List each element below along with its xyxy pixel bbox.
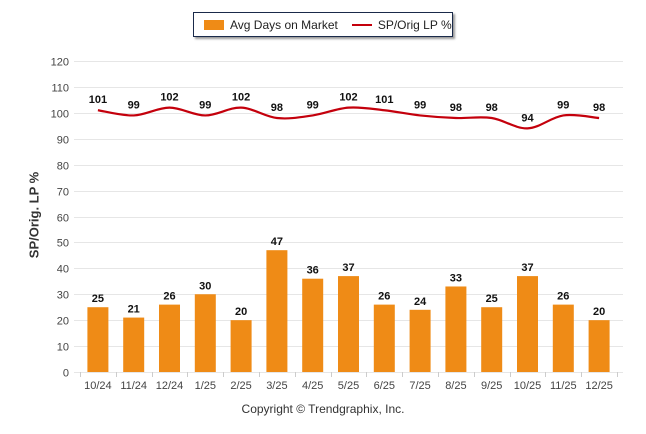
- bar-data-label: 37: [342, 262, 354, 274]
- legend: Avg Days on Market SP/Orig LP %: [193, 12, 453, 37]
- y-tick-label: 100: [51, 109, 69, 121]
- x-tick-label: 8/25: [445, 380, 466, 392]
- x-tick-label: 12/24: [156, 380, 184, 392]
- x-tick-label: 4/25: [302, 380, 323, 392]
- y-tick-label: 90: [57, 135, 69, 147]
- bar: [194, 294, 216, 372]
- y-tick-label: 60: [57, 213, 69, 225]
- line-series: [97, 106, 600, 130]
- bar-data-label: 37: [521, 262, 533, 274]
- line-data-label: 99: [199, 99, 211, 111]
- bar: [588, 320, 610, 372]
- bar: [266, 250, 288, 372]
- y-tick-label: 70: [57, 187, 69, 199]
- bar: [338, 276, 359, 372]
- legend-bar-label: Avg Days on Market: [230, 17, 338, 32]
- bar-data-label: 26: [557, 291, 569, 303]
- y-tick-label: 0: [63, 368, 69, 380]
- x-tick-label: 10/24: [84, 380, 112, 392]
- bar-data-label: 25: [486, 293, 498, 305]
- y-tick-label: 80: [57, 161, 69, 173]
- data-labels: 25 21 26 30 20 47 36 37 26 24 33 25 37 26 20 101 99 102 99…: [89, 92, 606, 319]
- legend-line-label: SP/Orig LP %: [377, 17, 452, 32]
- line-data-label: 101: [89, 94, 107, 106]
- line-data-label: 99: [128, 99, 140, 111]
- y-tick-label: 20: [57, 316, 69, 328]
- line-data-label: 99: [307, 99, 319, 111]
- bar: [87, 307, 109, 372]
- y-tick-label: 50: [57, 238, 69, 250]
- x-tick-label: 1/25: [195, 380, 216, 392]
- x-axis-ticks: 10/24 11/24 12/24 1/25 2/25 3/25 4/25 5/25 6/25 7…: [80, 372, 618, 392]
- line-data-label: 98: [271, 102, 283, 114]
- bar-data-label: 26: [378, 291, 390, 303]
- bar: [302, 278, 324, 372]
- x-tick-label: 2/25: [230, 380, 251, 392]
- x-tick-label: 11/25: [550, 380, 577, 392]
- x-tick-label: 11/24: [120, 380, 147, 392]
- legend-line-swatch: [351, 23, 372, 26]
- bar-data-label: 33: [450, 272, 462, 284]
- line-data-label: 99: [414, 99, 426, 111]
- line-data-label: 94: [521, 112, 534, 124]
- line-data-label: 99: [557, 99, 569, 111]
- bar-data-label: 26: [163, 291, 175, 303]
- x-tick-label: 10/25: [514, 380, 542, 392]
- line-data-label: 98: [450, 102, 462, 114]
- bar-data-label: 30: [199, 280, 211, 292]
- bar-data-label: 25: [92, 293, 104, 305]
- line-data-label: 102: [339, 92, 357, 104]
- y-tick-label: 40: [57, 264, 69, 276]
- bar: [481, 307, 503, 372]
- y-tick-label: 110: [51, 83, 69, 95]
- x-tick-label: 9/25: [481, 380, 502, 392]
- line-path: [97, 106, 600, 130]
- x-tick-label: 12/25: [585, 380, 613, 392]
- bar-data-label: 20: [593, 306, 605, 318]
- bar-series: [87, 250, 610, 372]
- bar-data-label: 47: [271, 236, 283, 248]
- bar: [230, 320, 252, 372]
- y-tick-label: 120: [51, 57, 69, 69]
- line-data-label: 98: [486, 102, 498, 114]
- line-data-label: 101: [375, 94, 393, 106]
- y-axis-ticks: 0 10 20 30 40 50 60 70 80 90 100 110 120: [51, 57, 69, 380]
- y-tick-label: 30: [57, 290, 69, 302]
- bar: [123, 317, 145, 372]
- bar: [552, 304, 574, 372]
- line-data-label: 102: [160, 92, 178, 104]
- bar: [445, 286, 467, 372]
- x-tick-label: 7/25: [409, 380, 430, 392]
- legend-bar-swatch: [204, 19, 224, 30]
- line-data-label: 102: [232, 92, 250, 104]
- bar-data-label: 24: [414, 296, 427, 308]
- line-data-label: 98: [593, 102, 605, 114]
- bar: [159, 304, 180, 372]
- y-tick-label: 10: [57, 342, 69, 354]
- x-tick-label: 3/25: [266, 380, 287, 392]
- bar-data-label: 21: [128, 304, 140, 316]
- bar-data-label: 36: [307, 265, 319, 277]
- y-axis-label: SP/Orig. LP %: [26, 171, 42, 259]
- x-tick-label: 5/25: [338, 380, 359, 392]
- x-tick-label: 6/25: [374, 380, 395, 392]
- bar: [373, 304, 395, 372]
- bar: [409, 309, 431, 372]
- bar: [517, 276, 538, 372]
- bar-data-label: 20: [235, 306, 247, 318]
- copyright: Copyright © Trendgraphix, Inc.: [241, 402, 405, 416]
